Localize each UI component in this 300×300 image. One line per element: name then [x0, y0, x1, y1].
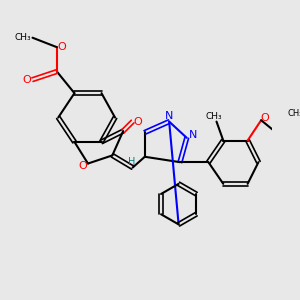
Text: O: O	[79, 161, 88, 171]
Text: O: O	[261, 112, 270, 122]
Text: N: N	[188, 130, 197, 140]
Text: H: H	[128, 157, 135, 166]
Text: CH₃: CH₃	[206, 112, 222, 121]
Text: N: N	[165, 111, 173, 121]
Text: O: O	[134, 117, 142, 127]
Text: O: O	[57, 42, 66, 52]
Text: CH₃: CH₃	[14, 33, 31, 42]
Text: CH₂: CH₂	[287, 109, 300, 118]
Text: O: O	[23, 75, 32, 85]
